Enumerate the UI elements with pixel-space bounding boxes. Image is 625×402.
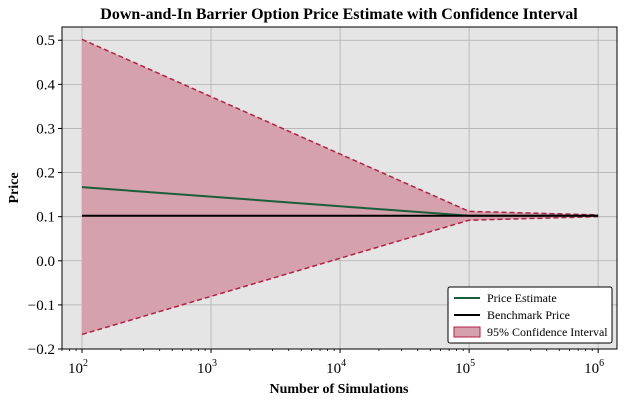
legend-entry-benchmark-price: Benchmark Price <box>454 308 570 322</box>
y-tick-label: −0.1 <box>28 298 55 314</box>
y-tick-label: −0.2 <box>28 342 55 358</box>
x-tick-label: 102 <box>68 358 88 377</box>
y-axis-ticks: 0.5 0.4 0.3 0.2 0.1 0.0 −0.1 −0.2 <box>28 33 62 358</box>
y-tick-label: 0.4 <box>36 77 55 93</box>
series-lines <box>81 186 599 217</box>
legend-box <box>447 286 613 344</box>
y-tick-label: 0.5 <box>36 33 55 49</box>
x-axis-ticks: 102 103 104 105 106 <box>61 349 604 377</box>
x-tick-label: 103 <box>197 358 217 377</box>
x-tick-label: 105 <box>455 358 475 377</box>
legend-label: Price Estimate <box>487 291 557 305</box>
y-axis-label: Price <box>7 172 22 203</box>
y-tick-label: 0.1 <box>36 210 55 226</box>
legend-label: 95% Confidence Interval <box>487 325 608 339</box>
x-tick-label: 104 <box>326 358 346 377</box>
confidence-band <box>81 38 599 336</box>
lower-bound-line <box>81 215 599 336</box>
y-tick-label: 0.0 <box>36 254 55 270</box>
legend-label: Benchmark Price <box>487 308 570 322</box>
plot-frame <box>61 26 618 350</box>
y-tick-label: 0.3 <box>36 121 55 137</box>
legend: Price Estimate Benchmark Price 95% Confide… <box>447 286 613 344</box>
confidence-band-fill <box>81 39 599 335</box>
chart-title: Down-and-In Barrier Option Price Estimat… <box>100 6 578 23</box>
x-tick-label: 106 <box>584 358 604 377</box>
legend-entry-confidence-interval: 95% Confidence Interval <box>453 325 608 339</box>
x-axis-label: Number of Simulations <box>270 382 410 397</box>
y-tick-label: 0.2 <box>36 166 55 182</box>
legend-entry-price-estimate: Price Estimate <box>454 291 557 305</box>
legend-swatch <box>453 326 481 338</box>
